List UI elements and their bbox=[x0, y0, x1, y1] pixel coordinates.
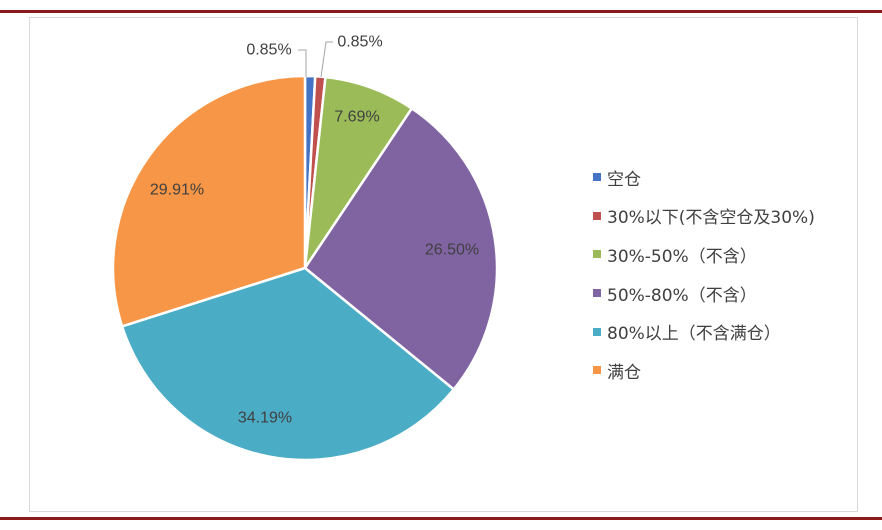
legend-label: 空仓 bbox=[607, 169, 641, 190]
bottom-rule bbox=[0, 517, 882, 520]
legend-swatch bbox=[593, 327, 601, 336]
legend-label: 30%以下(不含空仓及30%) bbox=[607, 208, 815, 229]
legend-item-4: 80%以上（不含满仓） bbox=[593, 312, 815, 351]
legend-item-5: 满仓 bbox=[593, 351, 815, 390]
pie-slice-3 bbox=[303, 107, 499, 391]
legend-swatch bbox=[593, 211, 601, 220]
legend-label: 80%以上（不含满仓） bbox=[607, 324, 781, 345]
legend-label: 满仓 bbox=[607, 362, 641, 383]
data-label-5: 29.91% bbox=[150, 182, 204, 199]
legend-label: 50%-80%（不含） bbox=[607, 285, 757, 306]
legend-item-2: 30%-50%（不含） bbox=[593, 235, 815, 274]
data-label-1: 0.85% bbox=[337, 34, 382, 51]
leader-line-0 bbox=[298, 49, 307, 77]
legend-swatch bbox=[593, 289, 601, 298]
data-label-3: 26.50% bbox=[425, 242, 479, 259]
pie-slice-2 bbox=[303, 75, 414, 270]
pie-slice-4 bbox=[120, 266, 455, 462]
legend-swatch bbox=[593, 366, 601, 375]
legend: 空仓 30%以下(不含空仓及30%) 30%-50%（不含） 50%-80%（不含） 8… bbox=[593, 158, 815, 390]
legend-swatch bbox=[593, 250, 601, 259]
top-rule bbox=[0, 10, 882, 13]
leader-line-1 bbox=[320, 41, 333, 78]
data-label-4: 34.19% bbox=[238, 410, 292, 427]
pie-slice-5 bbox=[111, 74, 307, 328]
legend-swatch bbox=[593, 173, 601, 182]
legend-label: 30%-50%（不含） bbox=[607, 246, 757, 267]
legend-item-0: 空仓 bbox=[593, 158, 815, 197]
data-label-2: 7.69% bbox=[334, 109, 379, 126]
chart-frame bbox=[29, 17, 858, 512]
legend-item-3: 50%-80%（不含） bbox=[593, 274, 815, 313]
legend-item-1: 30%以下(不含空仓及30%) bbox=[593, 197, 815, 236]
data-label-0: 0.85% bbox=[246, 42, 291, 59]
